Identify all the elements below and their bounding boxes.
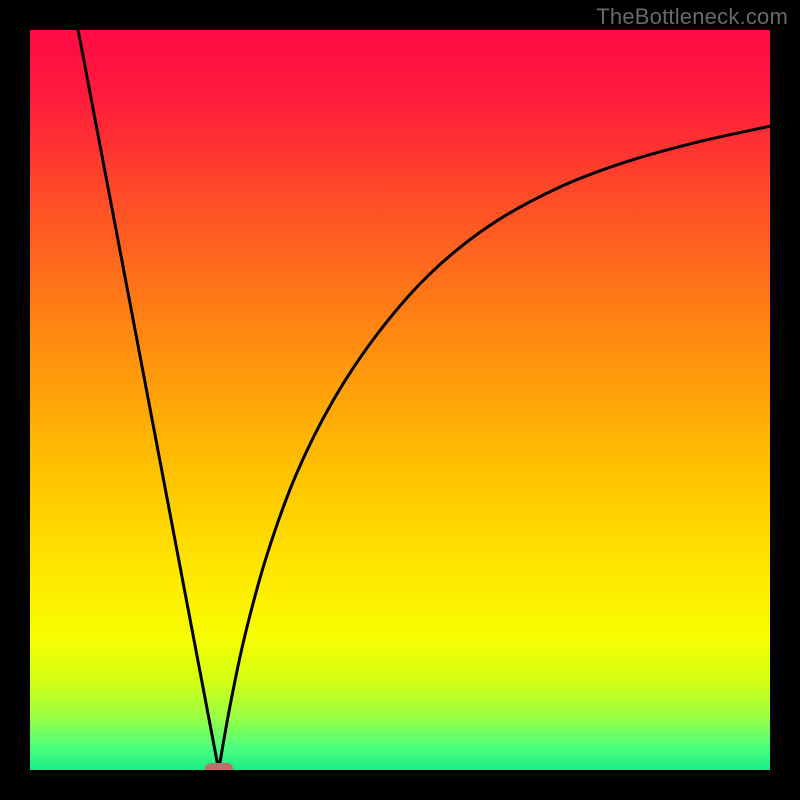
minimum-marker [205,763,233,770]
chart-frame: TheBottleneck.com [0,0,800,800]
plot-area [30,30,770,770]
bottleneck-curve [30,30,770,770]
watermark-text: TheBottleneck.com [596,4,788,30]
